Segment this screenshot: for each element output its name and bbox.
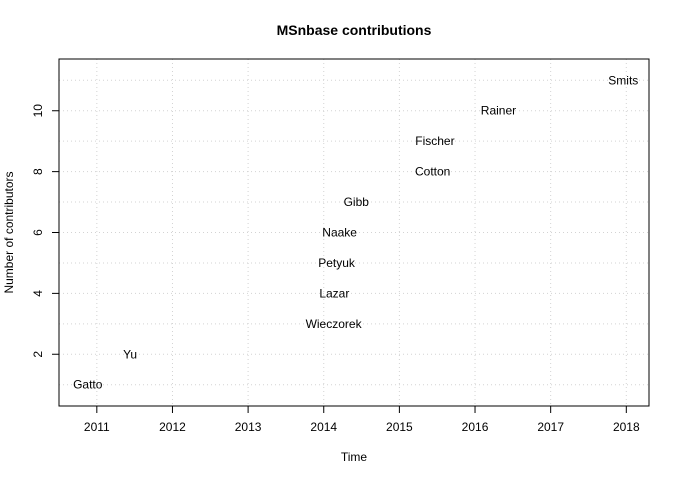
point-label: Gatto	[73, 378, 103, 392]
point-label: Wieczorek	[306, 317, 363, 331]
point-label: Naake	[322, 226, 357, 240]
point-label: Lazar	[319, 286, 349, 300]
x-tick-label: 2015	[386, 420, 413, 434]
point-label: Rainer	[481, 104, 516, 118]
y-tick-label: 8	[31, 168, 45, 175]
x-tick-label: 2018	[613, 420, 640, 434]
chart-title: MSnbase contributions	[277, 22, 432, 38]
point-label: Cotton	[415, 165, 450, 179]
point-label: Fischer	[415, 134, 454, 148]
point-label: Yu	[123, 347, 137, 361]
x-tick-label: 2017	[537, 420, 564, 434]
x-tick-label: 2012	[159, 420, 186, 434]
x-tick-label: 2014	[310, 420, 337, 434]
x-tick-label: 2013	[235, 420, 262, 434]
x-tick-label: 2011	[84, 420, 110, 434]
point-label: Gibb	[344, 195, 370, 209]
y-axis: 2 4 6 8 10	[31, 104, 59, 358]
x-axis: 2011 2012 2013 2014 2015 2016 2017 2018	[84, 406, 640, 434]
point-label: Petyuk	[318, 256, 356, 270]
y-tick-label: 4	[31, 290, 45, 297]
y-tick-label: 2	[31, 351, 45, 358]
y-tick-label: 6	[31, 229, 45, 236]
point-label: Smits	[608, 73, 638, 87]
data-points: Gatto Yu Wieczorek Lazar Petyuk Naake Gibb Cott…	[73, 73, 638, 391]
y-axis-label: Number of contributors	[2, 171, 16, 293]
x-tick-label: 2016	[462, 420, 489, 434]
y-tick-label: 10	[31, 104, 45, 118]
x-axis-label: Time	[341, 450, 368, 464]
